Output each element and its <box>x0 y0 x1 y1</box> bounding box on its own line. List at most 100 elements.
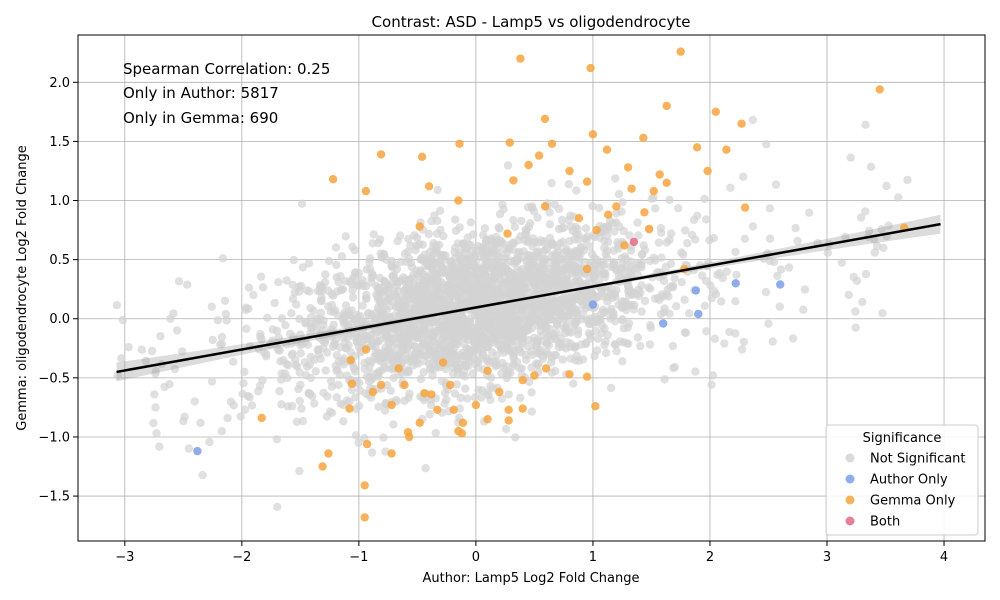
not-significant-point <box>289 255 298 265</box>
gemma-only-point <box>534 151 544 160</box>
not-significant-point <box>292 417 302 426</box>
not-significant-point <box>657 228 666 237</box>
not-significant-point <box>471 281 480 290</box>
not-significant-point <box>372 281 381 291</box>
not-significant-point <box>291 360 300 370</box>
not-significant-point <box>487 307 496 316</box>
not-significant-point <box>504 334 513 343</box>
gemma-only-point <box>591 402 600 411</box>
not-significant-point <box>287 350 297 360</box>
not-significant-point <box>564 216 573 225</box>
not-significant-point <box>660 375 669 384</box>
not-significant-point <box>295 368 304 377</box>
not-significant-point <box>590 253 599 263</box>
not-significant-point <box>240 405 250 414</box>
annotations: Spearman Correlation: 0.25 Only in Autho… <box>123 60 330 127</box>
not-significant-point <box>326 325 335 334</box>
not-significant-point <box>655 295 664 304</box>
not-significant-point <box>389 351 398 360</box>
not-significant-point <box>846 153 855 162</box>
not-significant-point <box>645 340 655 349</box>
not-significant-point <box>463 271 472 281</box>
not-significant-point <box>447 342 456 351</box>
gemma-only-point <box>582 372 592 381</box>
not-significant-point <box>420 250 429 259</box>
not-significant-point <box>541 245 550 255</box>
not-significant-point <box>561 323 570 332</box>
gemma-only-point <box>639 133 648 143</box>
not-significant-point <box>608 218 618 228</box>
not-significant-point <box>433 340 442 349</box>
not-significant-point <box>137 345 146 354</box>
gemma-only-point <box>376 150 386 159</box>
not-significant-point <box>424 345 434 354</box>
not-significant-point <box>374 238 383 248</box>
not-significant-point <box>399 309 409 319</box>
not-significant-point <box>223 413 232 423</box>
not-significant-point <box>174 277 184 286</box>
not-significant-point <box>447 260 457 269</box>
not-significant-point <box>861 207 870 216</box>
not-significant-point <box>609 261 618 271</box>
not-significant-point <box>670 274 679 283</box>
not-significant-point <box>151 403 160 412</box>
not-significant-point <box>849 272 858 282</box>
gemma-only-point <box>540 202 550 211</box>
not-significant-point <box>424 289 433 299</box>
not-significant-point <box>335 370 345 379</box>
not-significant-point <box>113 371 122 380</box>
not-significant-point <box>545 312 554 322</box>
legend-label-not-significant: Not Significant <box>870 452 966 467</box>
not-significant-point <box>689 215 699 225</box>
gemma-only-point <box>417 152 427 161</box>
not-significant-point <box>858 297 867 307</box>
not-significant-point <box>542 277 552 286</box>
not-significant-point <box>543 333 552 342</box>
not-significant-point <box>216 340 225 349</box>
not-significant-point <box>610 227 619 236</box>
not-significant-point <box>310 399 319 408</box>
not-significant-point <box>485 251 495 261</box>
not-significant-point <box>480 271 489 280</box>
not-significant-point <box>190 397 199 406</box>
not-significant-point <box>316 308 326 317</box>
not-significant-point <box>359 282 368 291</box>
not-significant-point <box>748 222 758 231</box>
not-significant-point <box>600 268 609 277</box>
y-tick-label: −1.0 <box>38 430 70 445</box>
not-significant-point <box>517 299 527 308</box>
not-significant-point <box>287 309 296 318</box>
not-significant-point <box>533 360 542 369</box>
not-significant-point <box>624 319 634 328</box>
not-significant-point <box>477 393 486 402</box>
not-significant-point <box>239 379 248 388</box>
not-significant-point <box>196 418 205 428</box>
not-significant-point <box>424 229 433 239</box>
not-significant-point <box>534 348 543 358</box>
not-significant-point <box>288 401 297 411</box>
not-significant-point <box>448 369 458 378</box>
not-significant-point <box>559 248 569 257</box>
not-significant-point <box>169 309 178 318</box>
not-significant-point <box>450 389 460 398</box>
gemma-only-point <box>400 380 409 390</box>
not-significant-point <box>375 273 385 283</box>
author-only-point <box>193 446 202 456</box>
not-significant-point <box>435 206 445 215</box>
not-significant-point <box>404 368 413 377</box>
not-significant-point <box>483 388 492 397</box>
not-significant-point <box>878 309 887 318</box>
not-significant-point <box>365 254 375 263</box>
not-significant-point <box>351 393 360 402</box>
not-significant-point <box>580 257 589 267</box>
not-significant-point <box>709 233 718 243</box>
not-significant-point <box>771 180 781 189</box>
not-significant-point <box>478 230 488 240</box>
chart-title: Contrast: ASD - Lamp5 vs oligodendrocyte <box>372 13 691 31</box>
not-significant-point <box>296 349 305 358</box>
not-significant-point <box>559 312 568 321</box>
gemma-only-point <box>420 389 429 398</box>
not-significant-point <box>481 334 490 344</box>
gemma-only-point <box>547 139 557 148</box>
not-significant-point <box>524 222 533 232</box>
